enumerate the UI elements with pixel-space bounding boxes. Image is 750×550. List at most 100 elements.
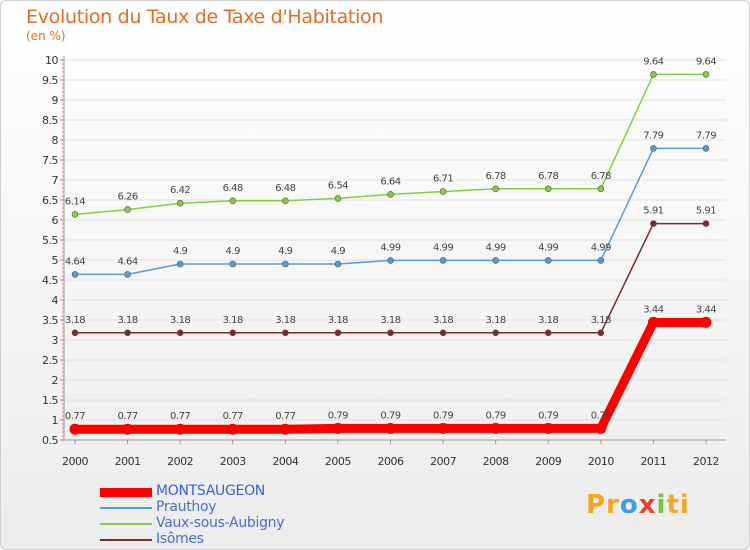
data-point xyxy=(122,423,134,435)
data-label: 6.71 xyxy=(433,174,453,185)
data-point xyxy=(492,329,499,337)
data-label: 4.9 xyxy=(331,246,346,257)
y-tick-label: 6 xyxy=(52,214,59,227)
data-label: 9.64 xyxy=(643,56,663,67)
data-label: 6.48 xyxy=(275,183,295,194)
data-label: 4.99 xyxy=(591,242,611,253)
legend-swatch xyxy=(100,487,152,497)
data-point xyxy=(439,329,447,337)
y-tick-label: 5.5 xyxy=(42,234,58,247)
data-label: 4.9 xyxy=(173,246,188,257)
data-point xyxy=(334,260,342,268)
data-label: 6.48 xyxy=(223,183,243,194)
data-point xyxy=(647,316,659,328)
y-tick-label: 3.5 xyxy=(42,314,58,327)
chart-subtitle: (en %) xyxy=(26,29,66,43)
x-tick-label: 2003 xyxy=(220,455,246,468)
legend-swatch xyxy=(100,523,152,525)
y-tick-label: 2 xyxy=(52,374,59,387)
x-tick-label: 2001 xyxy=(115,455,141,468)
data-point xyxy=(700,316,712,328)
x-tick-label: 2012 xyxy=(693,455,719,468)
data-label: 3.44 xyxy=(696,304,716,315)
data-label: 4.9 xyxy=(226,246,241,257)
data-point xyxy=(69,423,81,435)
data-label: 0.79 xyxy=(538,410,558,421)
x-tick-label: 2007 xyxy=(430,455,456,468)
y-tick-label: 4.5 xyxy=(42,274,58,287)
y-tick-label: 7.5 xyxy=(42,154,58,167)
data-point xyxy=(124,329,131,337)
data-label: 0.79 xyxy=(328,410,348,421)
data-label: 4.99 xyxy=(538,242,558,253)
data-point xyxy=(174,423,186,435)
legend-swatch xyxy=(100,507,152,509)
data-label: 6.78 xyxy=(538,171,558,182)
data-point xyxy=(71,211,79,218)
data-point xyxy=(387,257,394,264)
data-point xyxy=(650,71,657,78)
data-point xyxy=(437,422,449,434)
data-label: 4.99 xyxy=(433,242,453,253)
data-point xyxy=(282,197,289,205)
data-point xyxy=(544,329,552,337)
data-point xyxy=(176,199,184,207)
data-point xyxy=(387,191,394,198)
data-point xyxy=(71,329,79,337)
data-label: 3.18 xyxy=(170,315,190,326)
data-point xyxy=(492,185,499,193)
data-label: 3.18 xyxy=(591,315,611,326)
y-tick-label: 8.5 xyxy=(42,114,58,127)
y-tick-label: 4 xyxy=(52,294,59,307)
logo-part: i xyxy=(656,490,667,520)
data-label: 3.18 xyxy=(117,315,137,326)
data-point xyxy=(650,220,657,227)
data-point xyxy=(597,329,605,337)
data-label: 0.77 xyxy=(170,411,190,422)
x-tick-label: 2006 xyxy=(378,455,404,468)
data-label: 3.18 xyxy=(433,315,453,326)
data-point xyxy=(334,195,342,202)
data-point xyxy=(439,188,447,195)
y-tick-label: 0.5 xyxy=(42,434,58,447)
data-point xyxy=(176,260,184,268)
data-label: 0.77 xyxy=(65,411,85,422)
data-label: 0.77 xyxy=(275,411,295,422)
data-label: 0.79 xyxy=(380,410,400,421)
data-point xyxy=(650,145,657,152)
data-label: 6.26 xyxy=(117,192,137,203)
data-label: 7.79 xyxy=(696,130,716,141)
data-point xyxy=(176,329,184,337)
data-point xyxy=(597,257,605,264)
data-label: 9.64 xyxy=(696,56,716,67)
y-tick-label: 5 xyxy=(52,254,59,267)
data-label: 3.18 xyxy=(275,315,295,326)
data-point xyxy=(282,260,289,268)
data-point xyxy=(124,271,131,278)
logo-part: ti xyxy=(666,490,690,520)
data-label: 6.78 xyxy=(486,171,506,182)
data-label: 5.91 xyxy=(696,206,716,217)
data-label: 6.78 xyxy=(591,171,611,182)
y-tick-label: 8 xyxy=(52,134,59,147)
data-label: 3.18 xyxy=(328,315,348,326)
chart-title: Evolution du Taux de Taxe d'Habitation xyxy=(26,6,384,28)
data-label: 4.64 xyxy=(117,256,137,267)
data-label: 3.18 xyxy=(486,315,506,326)
data-point xyxy=(439,257,447,264)
data-point xyxy=(702,220,710,227)
y-tick-label: 10 xyxy=(45,54,58,67)
data-point xyxy=(334,329,342,337)
data-label: 3.18 xyxy=(65,315,85,326)
data-point xyxy=(702,145,710,152)
data-point xyxy=(71,271,79,278)
data-point xyxy=(385,422,396,434)
data-point xyxy=(279,423,291,435)
data-label: 0.79 xyxy=(433,410,453,421)
data-point xyxy=(332,422,344,434)
x-tick-label: 2009 xyxy=(535,455,561,468)
data-label: 0.79 xyxy=(486,410,506,421)
axes: 0.5 1 1.5 2 2.5 3 3.5 4 4.5 5 5.5 6 6.5 7 7.5 8 8.5 9 9.5 1… xyxy=(42,54,726,468)
legend-swatch xyxy=(100,539,152,541)
